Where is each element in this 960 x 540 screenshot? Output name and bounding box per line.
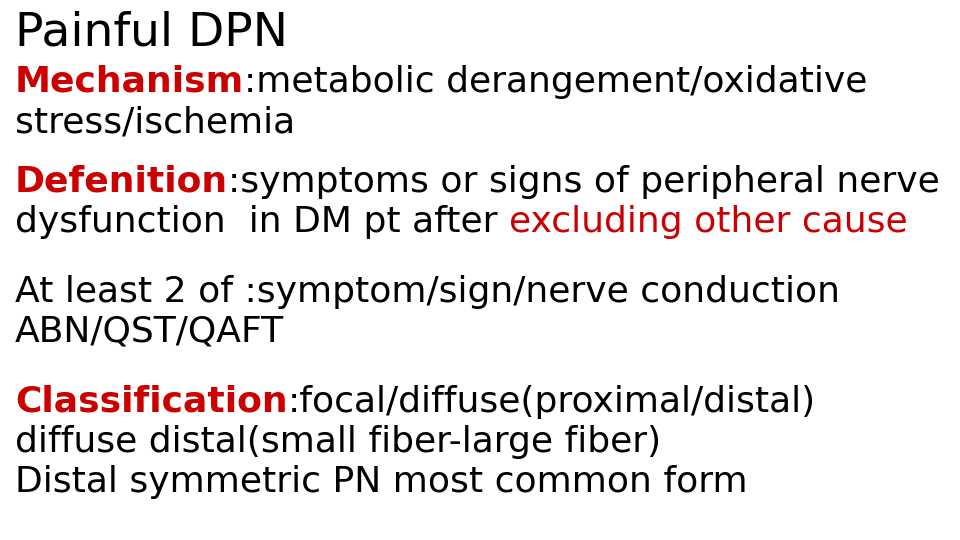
Text: :metabolic derangement/oxidative: :metabolic derangement/oxidative — [244, 65, 868, 99]
Text: Mechanism: Mechanism — [15, 65, 244, 99]
Text: dysfunction  in DM pt after: dysfunction in DM pt after — [15, 205, 509, 239]
Text: excluding other cause: excluding other cause — [509, 205, 907, 239]
Text: :focal/diffuse(proximal/distal): :focal/diffuse(proximal/distal) — [288, 385, 816, 419]
Text: Distal symmetric PN most common form: Distal symmetric PN most common form — [15, 465, 748, 499]
Text: Defenition: Defenition — [15, 165, 228, 199]
Text: diffuse distal(small fiber-large fiber): diffuse distal(small fiber-large fiber) — [15, 425, 661, 459]
Text: :symptoms or signs of peripheral nerve: :symptoms or signs of peripheral nerve — [228, 165, 940, 199]
Text: stress/ischemia: stress/ischemia — [15, 105, 295, 139]
Text: Painful DPN: Painful DPN — [15, 10, 288, 55]
Text: ABN/QST/QAFT: ABN/QST/QAFT — [15, 315, 284, 349]
Text: At least 2 of :symptom/sign/nerve conduction: At least 2 of :symptom/sign/nerve conduc… — [15, 275, 840, 309]
Text: Classification: Classification — [15, 385, 288, 419]
